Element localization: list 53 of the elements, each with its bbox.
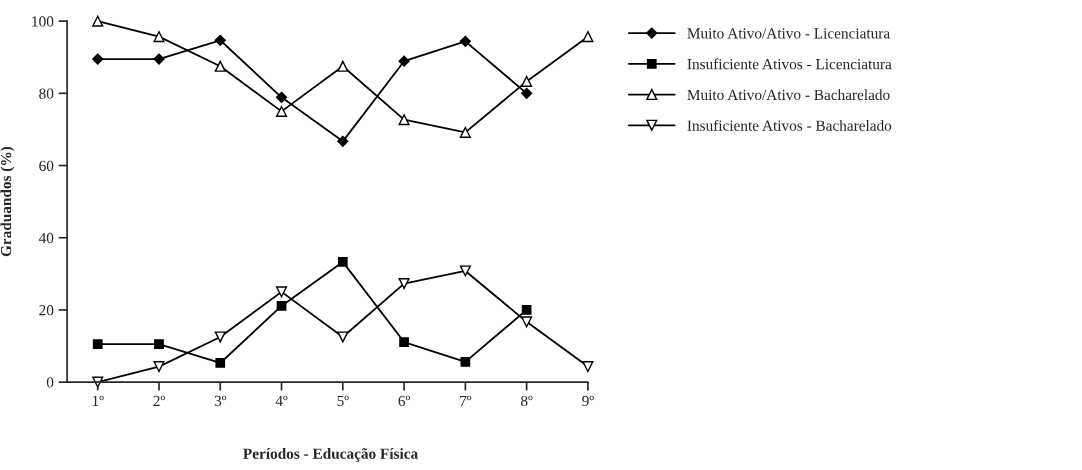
x-tick-label: 6º [398, 395, 410, 407]
y-tick-label: 40 [38, 232, 54, 244]
point [214, 34, 226, 46]
point [521, 87, 533, 99]
y-axis-title: Graduandos (%) [0, 146, 15, 257]
point [214, 331, 226, 343]
y-tick-label: 20 [39, 305, 54, 316]
point [215, 358, 226, 368]
x-tick-label: 3º [214, 395, 227, 407]
point [521, 305, 532, 315]
point [276, 301, 287, 311]
point [275, 286, 288, 298]
x-axis-title: Períodos - Educação Física [243, 448, 418, 462]
x-tick-label: 1º [92, 395, 104, 406]
y-tick-label: 0 [46, 377, 54, 388]
legend-label: Insuficiente Ativos - Licenciatura [687, 58, 892, 70]
point [337, 257, 348, 267]
point [214, 60, 226, 72]
point [92, 15, 104, 27]
point [92, 53, 104, 65]
point [459, 126, 471, 138]
point [521, 75, 533, 87]
x-tick-label: 2º [153, 395, 165, 406]
y-tick-label: 100 [32, 16, 54, 27]
point [153, 31, 165, 43]
point [154, 339, 164, 350]
legend-label: Muito Ativo/Ativo - Licenciatura [687, 28, 890, 39]
legend-label: Muito Ativo/Ativo - Bacharelado [687, 89, 890, 101]
x-tick-label: 7º [460, 395, 472, 406]
point [582, 31, 594, 43]
point [459, 265, 471, 277]
point [275, 105, 288, 117]
y-tick-label: 80 [39, 88, 54, 99]
point [460, 357, 471, 367]
x-tick-label: 9º [582, 395, 594, 407]
point [398, 55, 410, 67]
point [337, 135, 349, 147]
point [92, 339, 103, 350]
x-tick-label: 4º [275, 395, 288, 406]
point [153, 361, 165, 373]
point [398, 114, 410, 126]
y-tick-label: 60 [39, 160, 54, 171]
legend-label: Insuficiente Ativos - Bacharelado [687, 119, 892, 131]
point [398, 278, 410, 290]
point [582, 361, 594, 373]
point [337, 331, 349, 343]
point [521, 316, 533, 328]
point [337, 60, 349, 72]
point [459, 35, 471, 47]
x-tick-label: 8º [521, 395, 533, 407]
point [275, 91, 288, 103]
x-tick-label: 5º [337, 395, 349, 407]
point [399, 337, 409, 347]
